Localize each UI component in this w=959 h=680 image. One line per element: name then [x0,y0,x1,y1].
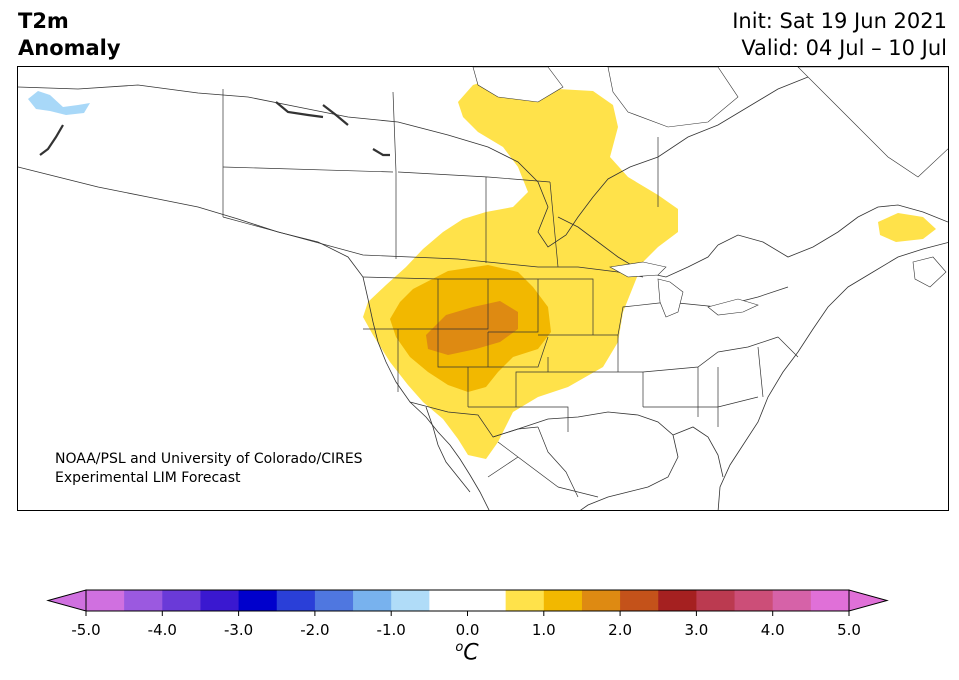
colorbar-bin [200,590,240,611]
forecast-dates: Init: Sat 19 Jun 2021 Valid: 04 Jul – 10… [732,8,947,62]
colorbar-tick-label: -4.0 [148,621,177,639]
colorbar-extend-max [848,589,889,612]
border-us-mexico [409,401,539,438]
title-line-1: T2m [18,9,69,33]
coastline-west [18,166,490,510]
credit-line-1: NOAA/PSL and University of Colorado/CIRE… [55,451,363,467]
colorbar-bin [734,590,774,611]
colorbar-bin [810,590,850,611]
colorbar-bin [543,590,583,611]
lake-michigan-huron [657,278,684,318]
lake-erie-ontario [707,298,759,316]
colorbar-bin [314,590,354,611]
lake-alaska [39,124,64,156]
major-lakes [39,101,390,157]
coastline-florida [672,426,724,478]
political-borders [222,89,799,498]
valid-date: Valid: 04 Jul – 10 Jul [741,36,947,60]
coastline-east [717,204,948,510]
init-date: Init: Sat 19 Jun 2021 [732,9,947,33]
colorbar-unit-label: oC [0,640,934,665]
colorbar-bin [772,590,812,611]
colorbar-tick-label: 5.0 [837,621,861,639]
island-baffin [607,67,739,128]
map-canvas [18,67,948,510]
colorbar-tick-label: 3.0 [684,621,708,639]
colorbar-tick-label: 2.0 [608,621,632,639]
colorbar-bin [658,590,697,611]
colorbar-bin [620,590,659,611]
credit-text: NOAA/PSL and University of Colorado/CIRE… [55,450,363,488]
lake-athabasca [372,148,390,157]
colorbar-tick-label: 1.0 [532,621,556,639]
lake-great-bear [322,104,349,126]
arctic-islands [472,67,948,288]
coastline-baja [425,406,471,493]
colorbar: -5.0 -4.0 -3.0 -2.0 -1.0 0.0 1.0 2.0 3.0 4.0 5.0 [46,589,889,639]
colorbar-bin [276,590,316,611]
colorbar-bin [391,590,430,611]
colorbar-tick-label: 0.0 [456,621,480,639]
colorbar-tick-label: -2.0 [300,621,329,639]
lake-superior [609,261,667,278]
colorbar-ticks: -5.0 -4.0 -3.0 -2.0 -1.0 0.0 1.0 2.0 3.0 4.0 5.0 [71,611,861,639]
island-newfoundland [912,256,947,288]
colorbar-bin [505,590,545,611]
island-greenland-edge [797,67,948,178]
border-us-states [362,276,799,432]
map-title: T2m Anomaly [18,8,121,62]
colorbar-bin [124,590,163,611]
colorbar-tick-label: -5.0 [71,621,100,639]
colorbar-bin [238,590,278,611]
colorbar-tick-label: -1.0 [377,621,406,639]
colorbar-bin [429,590,468,611]
coastlines [18,71,948,510]
border-canada-provinces [222,91,659,268]
anomaly-region-east-canada [878,213,936,242]
colorbar-bin [86,590,125,611]
coastline-gulf [492,411,679,510]
colorbar-tick-label: -3.0 [224,621,253,639]
colorbar-bin [353,590,392,611]
great-lakes [609,261,759,318]
credit-line-2: Experimental LIM Forecast [55,470,241,486]
border-mexico-states [487,426,599,498]
colorbar-bin [696,590,736,611]
colorbar-bin [581,590,621,611]
colorbar-bin [162,590,201,611]
lake-great-slave [275,101,324,119]
colorbar-tick-label: 4.0 [761,621,785,639]
unit-celsius: C [463,640,479,666]
colorbar-bin [467,590,507,611]
coastline-arctic [18,71,839,248]
anomaly-region-hot-core [426,301,518,355]
colorbar-extend-min [46,589,87,612]
title-line-2: Anomaly [18,36,121,60]
anomaly-region-cool-alaska [28,91,90,115]
colorbar-bins [46,589,889,612]
anomaly-map: NOAA/PSL and University of Colorado/CIRE… [17,66,949,511]
anomaly-fill-warmer [426,301,518,355]
unit-degree-sup: o [455,640,464,655]
island-victoria [472,67,564,103]
